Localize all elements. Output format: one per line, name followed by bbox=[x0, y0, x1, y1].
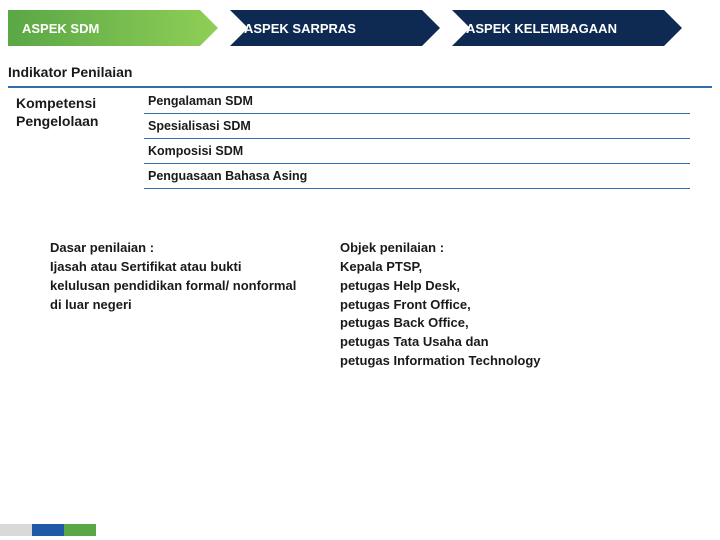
tab-aspek-sarpras[interactable]: ASPEK SARPRAS bbox=[230, 10, 440, 46]
category-label-line2: Pengelolaan bbox=[16, 112, 144, 130]
tab-aspek-kelembagaan[interactable]: ASPEK KELEMBAGAAN bbox=[452, 10, 682, 46]
section-title: Indikator Penilaian bbox=[0, 46, 720, 86]
criteria-list: Pengalaman SDM Spesialisasi SDM Komposis… bbox=[144, 88, 720, 189]
criteria-item: Pengalaman SDM bbox=[144, 88, 690, 114]
category-label: Kompetensi Pengelolaan bbox=[16, 88, 144, 189]
lower-row: Dasar penilaian : Ijasah atau Sertifikat… bbox=[0, 189, 720, 371]
category-label-line1: Kompetensi bbox=[16, 94, 144, 112]
criteria-item: Penguasaan Bahasa Asing bbox=[144, 164, 690, 189]
footer-seg bbox=[64, 524, 96, 536]
tab-aspek-sdm[interactable]: ASPEK SDM bbox=[8, 10, 218, 46]
tab-bar: ASPEK SDM ASPEK SARPRAS ASPEK KELEMBAGAA… bbox=[0, 0, 720, 46]
tab-label: ASPEK KELEMBAGAAN bbox=[466, 21, 617, 36]
footer-seg bbox=[0, 524, 32, 536]
criteria-item: Komposisi SDM bbox=[144, 139, 690, 164]
content-row: Kompetensi Pengelolaan Pengalaman SDM Sp… bbox=[0, 88, 720, 189]
objek-heading: Objek penilaian : bbox=[340, 239, 690, 258]
dasar-body: Ijasah atau Sertifikat atau bukti kelulu… bbox=[50, 258, 300, 315]
dasar-block: Dasar penilaian : Ijasah atau Sertifikat… bbox=[50, 239, 300, 371]
dasar-heading: Dasar penilaian : bbox=[50, 239, 300, 258]
tab-label: ASPEK SARPRAS bbox=[244, 21, 356, 36]
objek-body: Kepala PTSP, petugas Help Desk, petugas … bbox=[340, 258, 690, 371]
tab-label: ASPEK SDM bbox=[22, 21, 99, 36]
criteria-item: Spesialisasi SDM bbox=[144, 114, 690, 139]
footer-seg bbox=[32, 524, 64, 536]
footer-accent bbox=[0, 524, 96, 536]
objek-block: Objek penilaian : Kepala PTSP, petugas H… bbox=[340, 239, 690, 371]
